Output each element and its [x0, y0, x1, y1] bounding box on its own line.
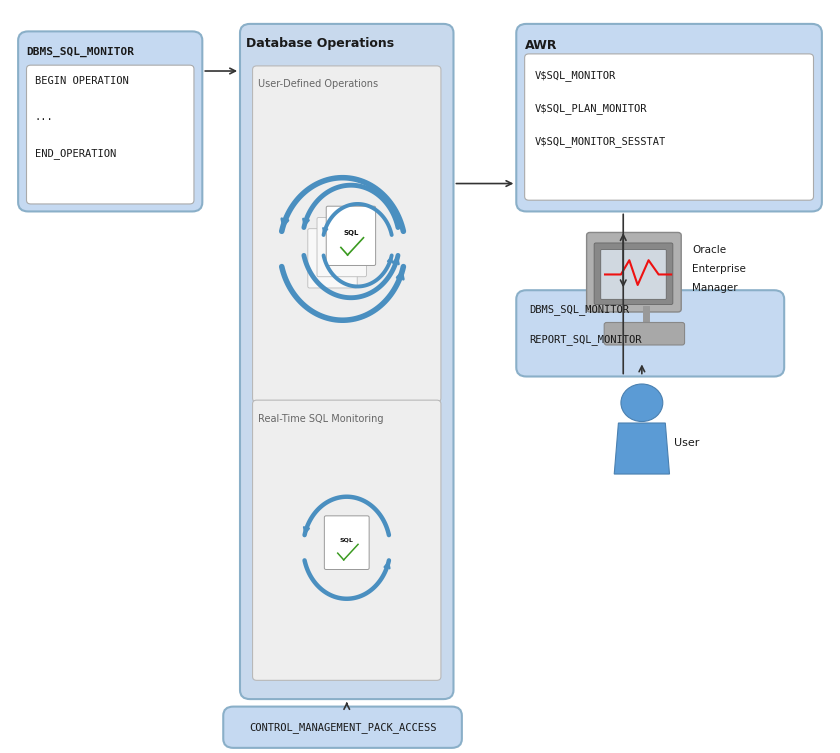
- Text: User: User: [674, 438, 699, 448]
- Text: SQL: SQL: [344, 230, 359, 236]
- FancyBboxPatch shape: [517, 290, 785, 376]
- FancyBboxPatch shape: [253, 400, 441, 681]
- Text: AWR: AWR: [525, 39, 557, 52]
- Text: Manager: Manager: [692, 282, 738, 293]
- FancyBboxPatch shape: [253, 66, 441, 402]
- FancyBboxPatch shape: [594, 243, 673, 304]
- FancyBboxPatch shape: [586, 233, 681, 312]
- FancyBboxPatch shape: [324, 516, 369, 569]
- Text: REPORT_SQL_MONITOR: REPORT_SQL_MONITOR: [529, 334, 641, 345]
- FancyBboxPatch shape: [517, 24, 822, 212]
- Text: V$SQL_MONITOR_SESSTAT: V$SQL_MONITOR_SESSTAT: [535, 136, 666, 148]
- FancyBboxPatch shape: [326, 206, 375, 266]
- Text: ...: ...: [35, 112, 54, 123]
- Text: V$SQL_MONITOR: V$SQL_MONITOR: [535, 71, 616, 81]
- Text: DBMS_SQL_MONITOR: DBMS_SQL_MONITOR: [27, 47, 134, 56]
- FancyBboxPatch shape: [317, 218, 366, 276]
- Text: Real-Time SQL Monitoring: Real-Time SQL Monitoring: [259, 413, 384, 424]
- FancyBboxPatch shape: [307, 229, 357, 288]
- Text: BEGIN OPERATION: BEGIN OPERATION: [35, 76, 129, 87]
- Text: Enterprise: Enterprise: [692, 264, 746, 274]
- FancyBboxPatch shape: [601, 250, 666, 299]
- Text: END_OPERATION: END_OPERATION: [35, 148, 116, 160]
- Circle shape: [621, 384, 663, 422]
- Polygon shape: [614, 423, 669, 474]
- FancyBboxPatch shape: [223, 706, 462, 748]
- Text: Database Operations: Database Operations: [246, 38, 394, 50]
- Text: Oracle: Oracle: [692, 245, 727, 255]
- FancyBboxPatch shape: [604, 322, 685, 345]
- FancyBboxPatch shape: [240, 24, 454, 699]
- FancyBboxPatch shape: [525, 54, 813, 200]
- Text: CONTROL_MANAGEMENT_PACK_ACCESS: CONTROL_MANAGEMENT_PACK_ACCESS: [249, 722, 436, 733]
- FancyBboxPatch shape: [18, 32, 202, 212]
- Text: DBMS_SQL_MONITOR: DBMS_SQL_MONITOR: [529, 303, 629, 315]
- Text: User-Defined Operations: User-Defined Operations: [259, 79, 379, 90]
- Text: V$SQL_PLAN_MONITOR: V$SQL_PLAN_MONITOR: [535, 103, 647, 114]
- Text: SQL: SQL: [340, 538, 354, 543]
- FancyBboxPatch shape: [27, 66, 194, 204]
